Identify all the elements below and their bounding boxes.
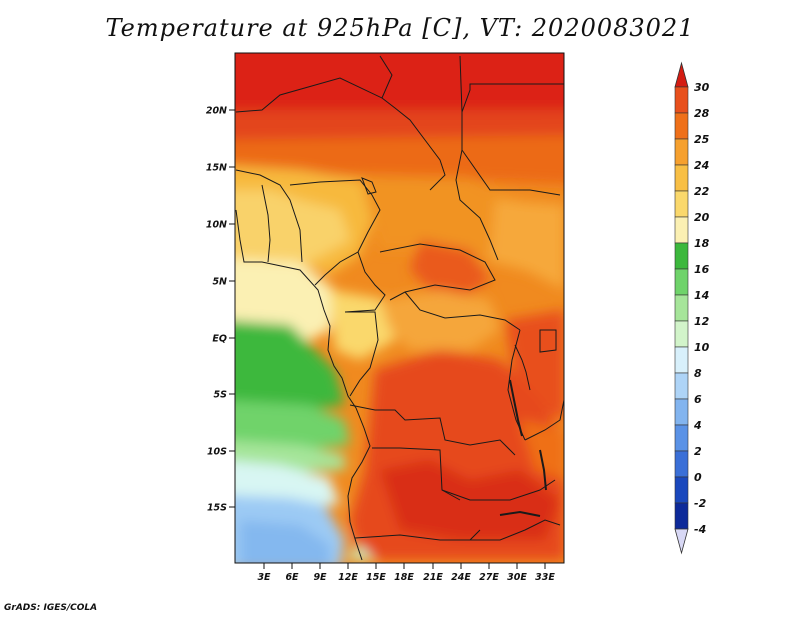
lat-tick-label: 15S xyxy=(207,503,227,514)
lake-victoria xyxy=(539,329,557,353)
colorbar-label: 16 xyxy=(694,263,710,276)
lon-tick-label: 12E xyxy=(338,572,358,583)
border-car xyxy=(379,243,496,301)
border-sahel xyxy=(235,55,393,113)
lat-tick-label: 15N xyxy=(206,163,227,174)
colorbar-swatch xyxy=(674,294,689,322)
lon-tick-label: 15E xyxy=(366,572,386,583)
lon-tick-label: 33E xyxy=(535,572,555,583)
colorbar-top-arrow xyxy=(674,61,689,88)
border-congo xyxy=(345,311,379,397)
colorbar-swatch xyxy=(674,268,689,296)
colorbar-label: 24 xyxy=(694,159,709,172)
border-west-africa xyxy=(235,169,303,263)
lon-tick-label: 3E xyxy=(257,572,271,583)
border-namibia xyxy=(354,529,481,541)
lon-tick-label: 30E xyxy=(507,572,527,583)
lake-chad xyxy=(361,177,377,195)
colorbar-swatch xyxy=(674,112,689,140)
colorbar-swatch xyxy=(674,320,689,348)
colorbar-label: 25 xyxy=(694,133,710,146)
map-title: Temperature at 925hPa [C], VT: 202008302… xyxy=(105,14,695,42)
colorbar-label: 0 xyxy=(694,471,702,484)
colorbar-label: 10 xyxy=(694,341,710,354)
border-angola xyxy=(372,447,461,501)
border-drc-north xyxy=(404,291,521,331)
rift-lakes xyxy=(514,344,531,391)
colorbar-swatch xyxy=(674,502,689,530)
lat-tick-label: 10N xyxy=(206,220,227,231)
colorbar-swatch xyxy=(674,450,689,478)
lon-tick-label: 18E xyxy=(394,572,414,583)
latitude-axis: 20N 15N 10N 5N EQ 5S 10S 15S xyxy=(206,106,235,514)
colorbar-label: 30 xyxy=(694,81,710,94)
border-cameroon xyxy=(344,251,386,313)
colorbar-swatch xyxy=(674,138,689,166)
colorbar-bottom-arrow xyxy=(674,528,689,555)
lat-tick-label: 5S xyxy=(214,390,228,401)
colorbar-swatch xyxy=(674,190,689,218)
lon-tick-label: 21E xyxy=(423,572,443,583)
colorbar-label: 14 xyxy=(694,289,709,302)
lake-malawi xyxy=(539,449,547,491)
kariba xyxy=(499,510,541,517)
footer-credit: GrADS: IGES/COLA xyxy=(4,603,98,613)
colorbar-swatch xyxy=(674,242,689,270)
colorbar-swatch xyxy=(674,398,689,426)
border-east xyxy=(524,399,564,441)
colorbar-swatch xyxy=(674,424,689,452)
border-libya-egypt xyxy=(459,55,564,113)
border-niger-chad xyxy=(381,97,446,191)
map-boundaries xyxy=(235,55,564,561)
colorbar-swatch xyxy=(674,476,689,504)
lake-tanganyika xyxy=(509,379,523,437)
lon-tick-label: 24E xyxy=(451,572,471,583)
lon-tick-label: 9E xyxy=(313,572,327,583)
colorbar-label: 2 xyxy=(694,445,702,458)
coastline xyxy=(235,209,371,561)
border-drc-south xyxy=(349,404,516,456)
colorbar-label: 6 xyxy=(694,393,702,406)
colorbar-label: -4 xyxy=(694,523,706,536)
border-ghana xyxy=(261,184,271,263)
longitude-axis: 3E 6E 9E 12E 15E 18E 21E 24E 27E 30E 33E xyxy=(257,563,555,583)
lat-tick-label: 10S xyxy=(207,447,227,458)
colorbar-label: 8 xyxy=(694,367,702,380)
colorbar-label: -2 xyxy=(694,497,707,510)
border-nigeria xyxy=(289,179,381,286)
colorbar-swatch xyxy=(674,216,689,244)
colorbar-label: 28 xyxy=(694,107,710,120)
lat-tick-label: EQ xyxy=(212,334,227,345)
lon-tick-label: 27E xyxy=(479,572,499,583)
map-frame xyxy=(234,52,565,564)
border-zimbabwe xyxy=(470,519,561,541)
colorbar-label: 4 xyxy=(693,419,702,432)
colorbar-label: 22 xyxy=(694,185,710,198)
colorbar-swatch xyxy=(674,346,689,374)
colorbar-swatch xyxy=(674,164,689,192)
colorbar-swatch xyxy=(674,372,689,400)
temperature-field xyxy=(235,53,564,563)
colorbar-swatch xyxy=(674,86,689,114)
colorbar-label: 20 xyxy=(694,211,710,224)
colorbar-label: 18 xyxy=(694,237,710,250)
lat-tick-label: 20N xyxy=(206,106,227,117)
lat-tick-label: 5N xyxy=(212,277,227,288)
lon-tick-label: 6E xyxy=(285,572,299,583)
border-sudan-east xyxy=(461,149,561,196)
colorbar-label: 12 xyxy=(694,315,710,328)
